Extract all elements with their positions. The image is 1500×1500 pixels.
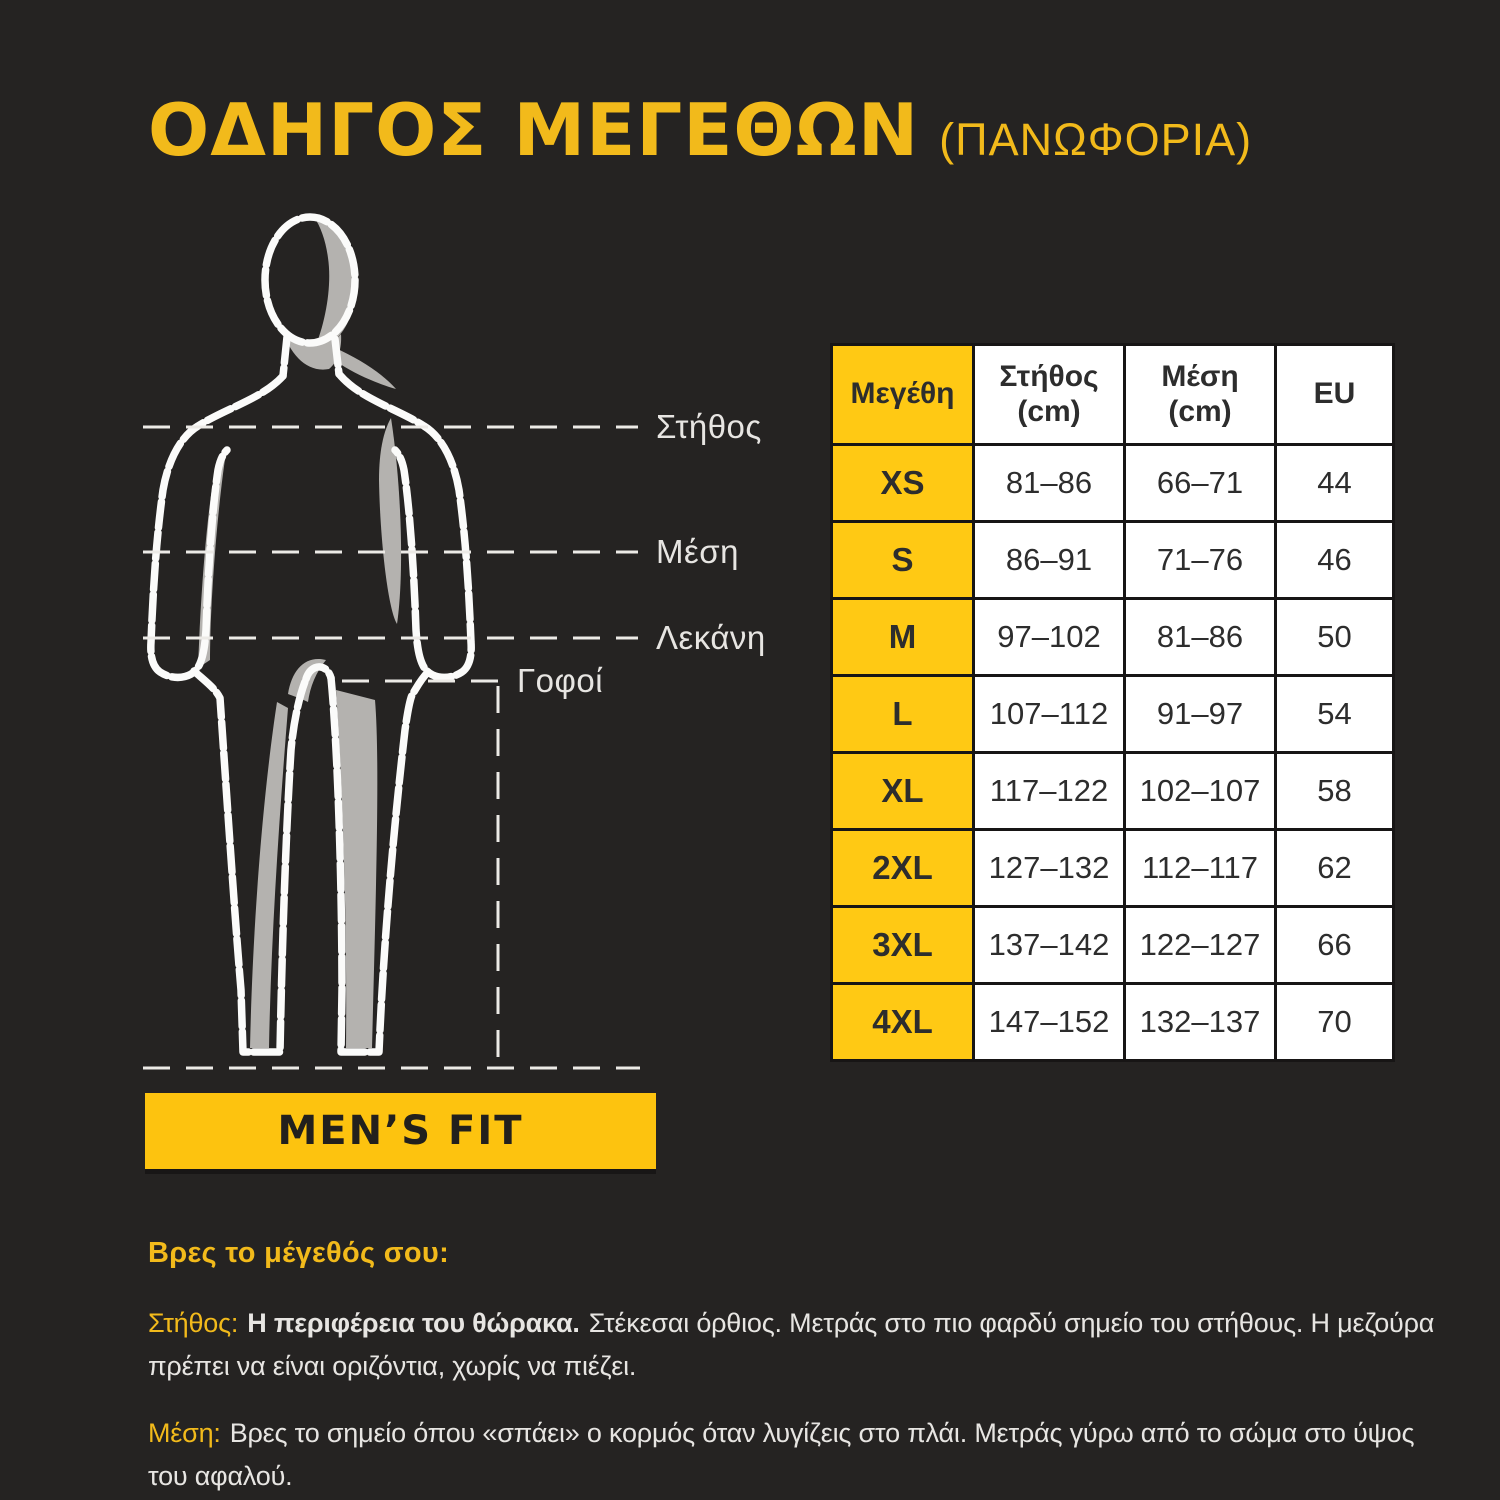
size-cell: S: [833, 523, 972, 597]
chest-cell: 137–142: [975, 908, 1123, 982]
waist-cell: 122–127: [1126, 908, 1274, 982]
instructions-heading: Βρες το μέγεθός σου:: [148, 1237, 450, 1269]
header-eu: EU: [1277, 346, 1392, 443]
header-size: Μεγέθη: [833, 346, 972, 443]
page-title-suffix: (ΠΑΝΩΦΟΡΙΑ): [939, 114, 1253, 165]
chest-cell: 147–152: [975, 985, 1123, 1059]
chest-measure-label: Στήθος: [656, 408, 762, 445]
waist-measure-label: Μέση: [656, 533, 739, 570]
eu-cell: 50: [1277, 600, 1392, 674]
size-cell: XL: [833, 754, 972, 828]
eu-cell: 44: [1277, 446, 1392, 520]
size-cell: L: [833, 677, 972, 751]
page-title-row: ΟΔΗΓΟΣ ΜΕΓΕΘΩΝ (ΠΑΝΩΦΟΡΙΑ): [148, 88, 1252, 172]
chest-cell: 86–91: [975, 523, 1123, 597]
waist-cell: 81–86: [1126, 600, 1274, 674]
eu-cell: 62: [1277, 831, 1392, 905]
waist-cell: 91–97: [1126, 677, 1274, 751]
waist-cell: 71–76: [1126, 523, 1274, 597]
waist-cell: 132–137: [1126, 985, 1274, 1059]
size-cell: 4XL: [833, 985, 972, 1059]
chest-instruction-text: Στέκεσαι όρθιος. Μετράς στο πιο φαρδύ ση…: [148, 1308, 1435, 1381]
waist-instruction: Μέση: Βρες το σημείο όπου «σπάει» ο κορμό…: [148, 1412, 1438, 1498]
waist-cell: 66–71: [1126, 446, 1274, 520]
eu-cell: 58: [1277, 754, 1392, 828]
size-cell: 3XL: [833, 908, 972, 982]
size-cell: XS: [833, 446, 972, 520]
chest-cell: 117–122: [975, 754, 1123, 828]
mens-fit-banner: MEN’S FIT: [145, 1093, 656, 1169]
eu-cell: 70: [1277, 985, 1392, 1059]
waist-cell: 112–117: [1126, 831, 1274, 905]
header-waist: Μέση (cm): [1126, 346, 1274, 443]
waist-cell: 102–107: [1126, 754, 1274, 828]
mens-fit-banner-label: MEN’S FIT: [277, 1108, 524, 1154]
eu-cell: 66: [1277, 908, 1392, 982]
chest-cell: 127–132: [975, 831, 1123, 905]
chest-instruction-lead: Η περιφέρεια του θώρακα.: [247, 1308, 580, 1338]
waist-instruction-text: Βρες το σημείο όπου «σπάει» ο κορμός ότα…: [148, 1418, 1415, 1491]
chest-cell: 81–86: [975, 446, 1123, 520]
figure-head: [261, 213, 359, 347]
header-chest: Στήθος (cm): [975, 346, 1123, 443]
eu-cell: 54: [1277, 677, 1392, 751]
waist-instruction-label: Μέση:: [148, 1418, 221, 1448]
instructions-section: Βρες το μέγεθός σου: Στήθος: Η περιφέρεια…: [148, 1237, 1438, 1500]
chest-cell: 97–102: [975, 600, 1123, 674]
size-cell: 2XL: [833, 831, 972, 905]
eu-cell: 46: [1277, 523, 1392, 597]
chest-instruction-label: Στήθος:: [148, 1308, 239, 1338]
page-title: ΟΔΗΓΟΣ ΜΕΓΕΘΩΝ: [148, 88, 920, 172]
size-cell: M: [833, 600, 972, 674]
mens-figure-illustration: [143, 213, 640, 1070]
pelvis-measure-label: Λεκάνη: [656, 619, 766, 656]
hips-measure-label: Γοφοί: [517, 662, 604, 699]
chest-instruction: Στήθος: Η περιφέρεια του θώρακα. Στέκεσαι …: [148, 1302, 1438, 1388]
size-table: Μεγέθη Στήθος (cm) Μέση (cm) EU XS 81–86 6…: [830, 343, 1395, 1062]
chest-cell: 107–112: [975, 677, 1123, 751]
